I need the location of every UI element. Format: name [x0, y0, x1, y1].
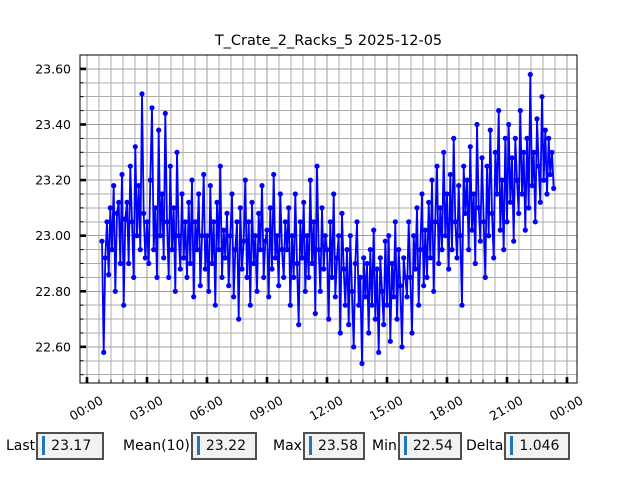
stat-min-entry[interactable]: 22.54: [397, 431, 462, 460]
svg-text:22.60: 22.60: [35, 339, 71, 354]
text-cursor: [196, 436, 200, 455]
stat-delta: Delta 1.046: [466, 431, 571, 460]
stat-max: Max 23.58: [273, 431, 365, 460]
stat-last-value: 23.17: [51, 437, 92, 454]
svg-text:00:00: 00:00: [547, 393, 586, 424]
svg-text:23.60: 23.60: [35, 61, 71, 76]
stat-mean-value: 23.22: [205, 437, 246, 454]
stat-mean: Mean(10) 23.22: [123, 431, 257, 460]
svg-text:18:00: 18:00: [427, 393, 466, 424]
stat-mean-entry[interactable]: 23.22: [190, 431, 257, 460]
text-cursor: [510, 436, 514, 455]
svg-text:T_Crate_2_Racks_5 2025-12-05: T_Crate_2_Racks_5 2025-12-05: [214, 33, 442, 49]
text-cursor: [308, 436, 312, 455]
svg-text:23.00: 23.00: [35, 228, 71, 243]
stat-delta-value: 1.046: [519, 437, 560, 454]
temperature-trend-chart[interactable]: 22.60 22.80 23.00 23.20 23.40 23.60 00:00 03:00…: [0, 0, 640, 428]
svg-text:00:00: 00:00: [67, 393, 106, 424]
stat-min-label: Min: [372, 437, 397, 454]
svg-text:12:00: 12:00: [307, 393, 346, 424]
stat-last: Last 23.17: [6, 431, 105, 460]
text-cursor: [42, 436, 46, 455]
stat-delta-label: Delta: [466, 437, 504, 454]
stat-last-entry[interactable]: 23.17: [36, 431, 105, 460]
stat-max-label: Max: [273, 437, 302, 454]
svg-text:06:00: 06:00: [187, 393, 226, 424]
svg-text:23.40: 23.40: [35, 117, 71, 132]
stat-max-entry[interactable]: 23.58: [302, 431, 365, 460]
stat-min-value: 22.54: [412, 437, 453, 454]
svg-text:03:00: 03:00: [127, 393, 166, 424]
stat-max-value: 23.58: [317, 437, 359, 454]
svg-text:23.20: 23.20: [35, 173, 71, 188]
svg-text:22.80: 22.80: [35, 284, 71, 299]
stat-min: Min 22.54: [372, 431, 462, 460]
stat-delta-entry[interactable]: 1.046: [504, 431, 571, 460]
svg-text:09:00: 09:00: [247, 393, 286, 424]
stat-mean-label: Mean(10): [123, 437, 190, 454]
stat-last-label: Last: [6, 437, 36, 454]
text-cursor: [403, 436, 407, 455]
stats-row: Last 23.17 Mean(10) 23.22 Max 23.58 Min: [0, 431, 640, 463]
svg-text:15:00: 15:00: [367, 393, 406, 424]
svg-text:21:00: 21:00: [487, 393, 526, 424]
